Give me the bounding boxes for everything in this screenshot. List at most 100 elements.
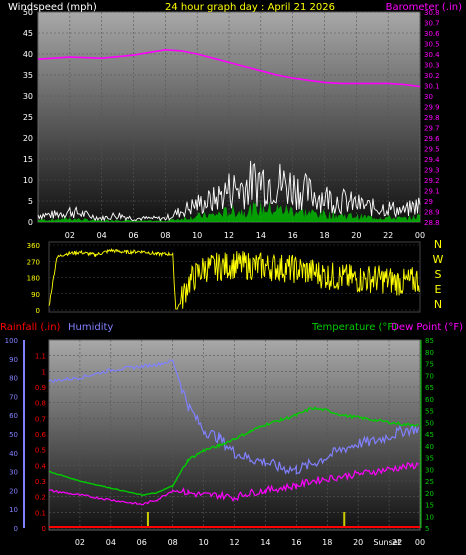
barometer-tick-label: 30.7	[424, 20, 440, 28]
temp-x-tick-label: 06	[137, 538, 147, 547]
wind-x-tick-label: 12	[224, 231, 234, 240]
rainfall-tick-label: 0.4	[35, 462, 47, 470]
dewpoint-axis-title: Dew Point (°F)	[391, 322, 463, 333]
dewpoint-line	[48, 461, 419, 506]
rainfall-tick-label: 0.5	[35, 447, 46, 455]
rainfall-tick-label: 0.1	[35, 509, 46, 517]
barometer-tick-label: 30.2	[424, 72, 440, 80]
humidity-tick-label: 100	[5, 337, 18, 345]
temperature-tick-label: 40	[425, 443, 434, 451]
barometer-tick-label: 29	[424, 198, 433, 206]
temperature-tick-label: 60	[425, 396, 434, 404]
humidity-tick-label: 60	[9, 412, 18, 420]
temperature-tick-label: 35	[425, 455, 434, 463]
barometer-tick-label: 29.6	[424, 135, 440, 143]
humidity-tick-label: 70	[9, 393, 18, 401]
barometer-tick-label: 30.1	[424, 83, 440, 91]
rainfall-tick-label: 0.7	[35, 415, 46, 423]
rainfall-tick-label: 0.9	[35, 384, 46, 392]
rainfall-tick-label: 0.8	[35, 400, 46, 408]
wind-tick-label: 45	[23, 29, 33, 38]
wind-x-tick-label: 22	[383, 231, 393, 240]
humidity-axis-title: Humidity	[68, 322, 113, 333]
barometer-tick-label: 30.4	[424, 51, 440, 59]
humidity-line	[48, 359, 420, 475]
direction-tick-label: 270	[27, 258, 40, 266]
direction-tick-label: 180	[27, 275, 40, 283]
temperature-tick-label: 75	[425, 361, 434, 369]
temperature-line	[48, 406, 419, 497]
barometer-tick-label: 29.8	[424, 114, 440, 122]
rainfall-tick-label: 1.1	[35, 353, 46, 361]
barometer-tick-label: 30.5	[424, 41, 440, 49]
wind-tick-label: 5	[28, 197, 33, 206]
temp-x-tick-label: 00	[415, 538, 425, 547]
rainfall-tick-label: 0.6	[35, 431, 47, 439]
wind-direction-line	[48, 248, 420, 310]
temperature-tick-label: 45	[425, 431, 434, 439]
wind-x-tick-label: 08	[160, 231, 170, 240]
temperature-tick-label: 70	[425, 372, 434, 380]
wind-x-tick-label: 00	[415, 231, 425, 240]
rainfall-tick-label: 0	[42, 525, 46, 533]
wind-tick-label: 0	[28, 218, 33, 227]
temp-x-tick-label: 20	[353, 538, 363, 547]
wind-x-tick-label: 14	[256, 231, 266, 240]
chart-title: 24 hour graph day : April 21 2026	[165, 2, 335, 13]
temp-x-tick-label: 10	[198, 538, 208, 547]
direction-tick-label: 360	[27, 242, 40, 250]
wind-tick-label: 50	[23, 8, 33, 17]
wind-tick-label: 30	[23, 92, 33, 101]
rainfall-axis-title: Rainfall (.in)	[0, 322, 61, 333]
barometer-tick-label: 29.4	[424, 156, 440, 164]
temperature-tick-label: 10	[425, 513, 434, 521]
temp-x-tick-label: 16	[291, 538, 301, 547]
temp-x-tick-label: 08	[168, 538, 178, 547]
barometer-tick-label: 28.8	[424, 219, 440, 227]
humidity-tick-label: 80	[9, 375, 18, 383]
barometer-tick-label: 29.2	[424, 177, 440, 185]
temperature-tick-label: 25	[425, 478, 434, 486]
temp-x-tick-label: 12	[229, 538, 239, 547]
wind-tick-label: 10	[23, 176, 33, 185]
temperature-tick-label: 20	[425, 490, 434, 498]
barometer-axis-title: Barometer (.in)	[386, 2, 462, 13]
windspeed-axis-title: Windspeed (mph)	[8, 2, 97, 13]
temp-x-tick-label: 22	[392, 538, 402, 547]
wind-x-tick-label: 06	[128, 231, 138, 240]
temperature-tick-label: 50	[425, 419, 434, 427]
humidity-tick-label: 0	[14, 525, 18, 533]
temperature-tick-label: 65	[425, 384, 434, 392]
barometer-tick-label: 30.3	[424, 62, 440, 70]
temp-x-tick-label: 14	[260, 538, 270, 547]
wind-tick-label: 35	[23, 71, 33, 80]
compass-label: S	[435, 268, 442, 281]
barometer-tick-label: 30.6	[424, 30, 440, 38]
compass-label: N	[434, 238, 442, 251]
wind-tick-label: 25	[23, 113, 33, 122]
barometer-tick-label: 29.3	[424, 167, 440, 175]
barometer-tick-label: 28.9	[424, 209, 440, 217]
sunset-label: Sunset	[373, 538, 400, 547]
temperature-axis-title: Temperature (°F)	[311, 322, 397, 333]
barometer-tick-label: 29.1	[424, 188, 440, 196]
wind-x-tick-label: 16	[288, 231, 298, 240]
wind-tick-label: 15	[23, 155, 33, 164]
temperature-tick-label: 5	[425, 525, 429, 533]
direction-tick-label: 90	[31, 291, 40, 299]
humidity-tick-label: 30	[9, 469, 18, 477]
wind-x-tick-label: 10	[192, 231, 202, 240]
wind-tick-label: 20	[23, 134, 33, 143]
humidity-tick-label: 50	[9, 431, 18, 439]
temperature-tick-label: 30	[425, 466, 434, 474]
wind-x-tick-label: 02	[65, 231, 75, 240]
barometer-tick-label: 29.5	[424, 146, 440, 154]
compass-label: E	[435, 283, 442, 296]
barometer-tick-label: 30	[424, 93, 433, 101]
barometer-tick-label: 29.7	[424, 125, 440, 133]
wind-x-tick-label: 04	[97, 231, 107, 240]
temperature-tick-label: 80	[425, 349, 434, 357]
temp-x-tick-label: 18	[322, 538, 332, 547]
